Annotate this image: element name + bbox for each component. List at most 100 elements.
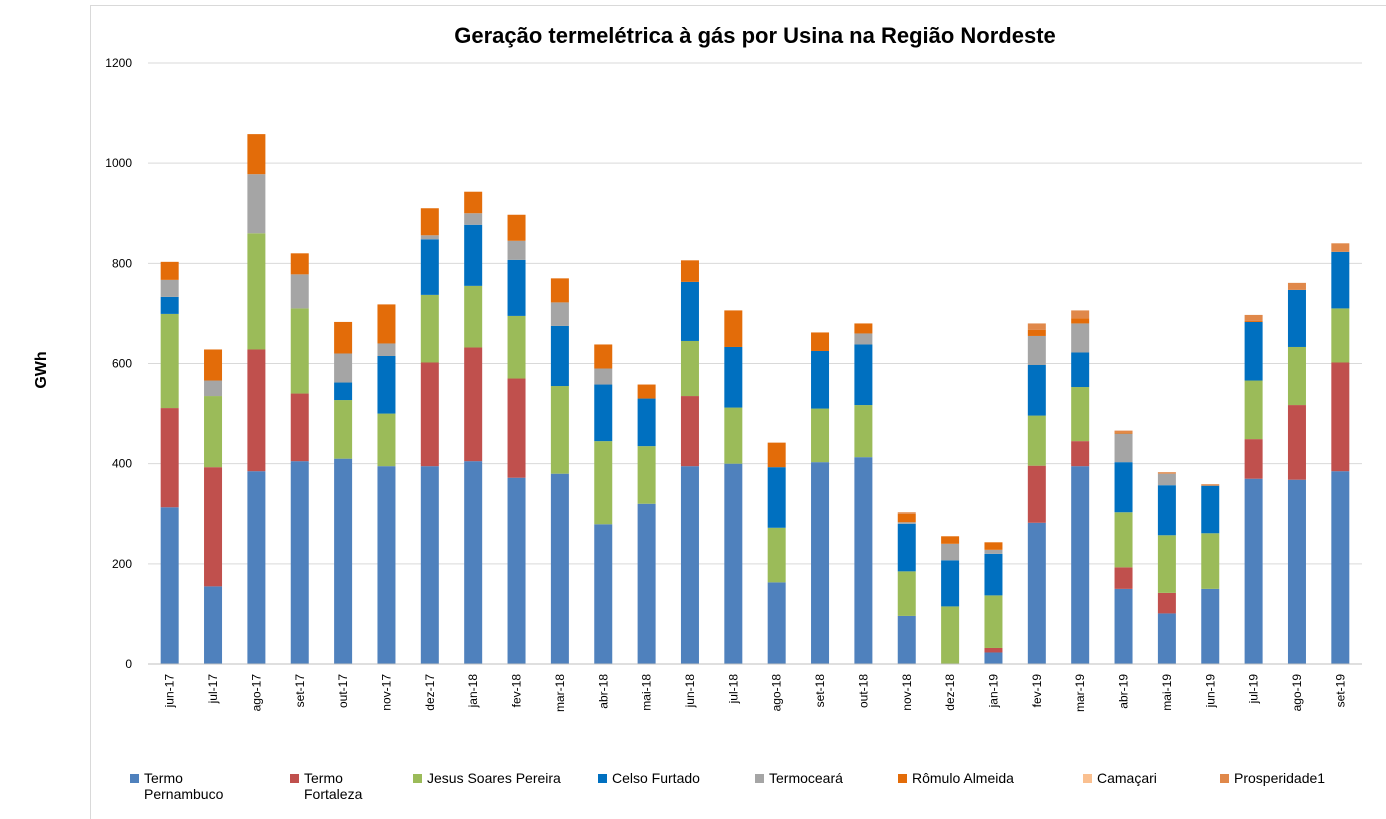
bar-segment bbox=[550, 386, 569, 474]
x-tick-label: nov-17 bbox=[379, 674, 393, 711]
bar-segment bbox=[897, 571, 916, 616]
legend-entry: Rômulo Almeida bbox=[898, 770, 1078, 786]
x-tick-label: jul-17 bbox=[206, 674, 220, 705]
legend-swatch bbox=[1220, 774, 1229, 783]
legend-entry: Camaçari bbox=[1083, 770, 1213, 786]
bar-segment bbox=[420, 294, 439, 363]
x-tick-label: set-17 bbox=[293, 674, 307, 708]
legend-label: Termoceará bbox=[769, 770, 843, 786]
bar-segment bbox=[1027, 323, 1046, 330]
bar-segment bbox=[1157, 592, 1176, 614]
bar-segment bbox=[160, 313, 179, 409]
bar-segment bbox=[1114, 567, 1133, 589]
legend-swatch bbox=[413, 774, 422, 783]
legend-swatch bbox=[130, 774, 139, 783]
bar-segment bbox=[1157, 535, 1176, 593]
bar-segment bbox=[1071, 318, 1090, 324]
x-tick-label: jun-18 bbox=[683, 674, 697, 709]
bar-segment bbox=[334, 458, 353, 664]
bar-segment bbox=[594, 524, 613, 664]
bar-segment bbox=[1071, 310, 1090, 319]
bar-segment bbox=[1331, 362, 1350, 472]
legend-label: Termo Pernambuco bbox=[144, 770, 224, 802]
bar-segment bbox=[637, 398, 656, 447]
bar-segment bbox=[984, 553, 1003, 596]
y-axis-label: GWh bbox=[33, 351, 50, 388]
bar-segment bbox=[1027, 465, 1046, 523]
bar-segment bbox=[897, 615, 916, 664]
x-tick-label: ago-17 bbox=[249, 674, 263, 712]
bar-segment bbox=[637, 503, 656, 664]
legend-entry: Jesus Soares Pereira bbox=[413, 770, 593, 786]
bar-segment bbox=[984, 542, 1003, 550]
bar-segment bbox=[507, 477, 526, 664]
legend-entry: Termoceará bbox=[755, 770, 895, 786]
bar-segment bbox=[160, 279, 179, 297]
bar-segment bbox=[204, 467, 223, 587]
bar-segment bbox=[377, 355, 396, 414]
bar-segment bbox=[1157, 485, 1176, 536]
bar-segment bbox=[204, 396, 223, 468]
bar-segment bbox=[464, 285, 483, 348]
bar-segment bbox=[1027, 415, 1046, 466]
bar-segment bbox=[247, 349, 266, 472]
bar-segment bbox=[420, 239, 439, 295]
bar-segment bbox=[1114, 430, 1133, 433]
bar-segment bbox=[594, 368, 613, 385]
bar-segment bbox=[204, 586, 223, 664]
bar-segment bbox=[464, 347, 483, 462]
x-tick-label: ago-18 bbox=[770, 674, 784, 712]
legend-swatch bbox=[598, 774, 607, 783]
x-tick-label: jan-18 bbox=[466, 674, 480, 709]
bar-segment bbox=[1244, 439, 1263, 479]
x-tick-label: abr-18 bbox=[596, 674, 610, 709]
x-tick-label: fev-19 bbox=[1030, 674, 1044, 708]
bar-segment bbox=[1114, 588, 1133, 664]
bar-segment bbox=[811, 462, 830, 664]
bar-segment bbox=[680, 281, 699, 341]
bar-segment bbox=[811, 350, 830, 409]
bar-segment bbox=[420, 235, 439, 240]
bar-segment bbox=[1244, 321, 1263, 381]
bar-segment bbox=[594, 441, 613, 525]
bar-segment bbox=[1244, 380, 1263, 440]
bar-segment bbox=[160, 507, 179, 664]
bar-segment bbox=[290, 393, 309, 462]
y-tick-label: 600 bbox=[112, 357, 132, 371]
bar-segment bbox=[1201, 533, 1220, 589]
x-tick-label: set-19 bbox=[1333, 674, 1347, 708]
bar-segment bbox=[1244, 320, 1263, 322]
bar-segment bbox=[377, 413, 396, 467]
bar-segment bbox=[204, 380, 223, 397]
x-tick-label: jun-19 bbox=[1203, 674, 1217, 709]
legend-entry: Celso Furtado bbox=[598, 770, 748, 786]
bar-segment bbox=[160, 296, 179, 314]
legend-swatch bbox=[1083, 774, 1092, 783]
x-tick-label: jul-19 bbox=[1247, 674, 1261, 705]
legend-entry: Prosperidade1 bbox=[1220, 770, 1380, 786]
bar-segment bbox=[680, 396, 699, 467]
bar-segment bbox=[854, 333, 873, 345]
bar-segment bbox=[1071, 466, 1090, 664]
legend-label: Rômulo Almeida bbox=[912, 770, 1014, 786]
bar-segment bbox=[811, 332, 830, 351]
bar-segment bbox=[897, 522, 916, 524]
bar-segment bbox=[1027, 329, 1046, 336]
x-tick-label: mar-18 bbox=[553, 674, 567, 712]
bar-segment bbox=[680, 260, 699, 282]
bar-segment bbox=[464, 224, 483, 286]
bar-segment bbox=[507, 240, 526, 260]
bar-segment bbox=[247, 174, 266, 234]
bar-segment bbox=[897, 523, 916, 572]
bar-segment bbox=[507, 259, 526, 316]
y-tick-label: 800 bbox=[112, 256, 132, 270]
bar-segment bbox=[897, 512, 916, 514]
bar-segment bbox=[290, 461, 309, 664]
bar-segment bbox=[507, 378, 526, 478]
bar-segment bbox=[550, 302, 569, 326]
bar-segment bbox=[1287, 346, 1306, 406]
x-tick-label: fev-18 bbox=[510, 674, 524, 708]
bar-segment bbox=[1027, 365, 1046, 416]
y-tick-label: 0 bbox=[125, 657, 132, 671]
bar-segment bbox=[767, 442, 786, 468]
